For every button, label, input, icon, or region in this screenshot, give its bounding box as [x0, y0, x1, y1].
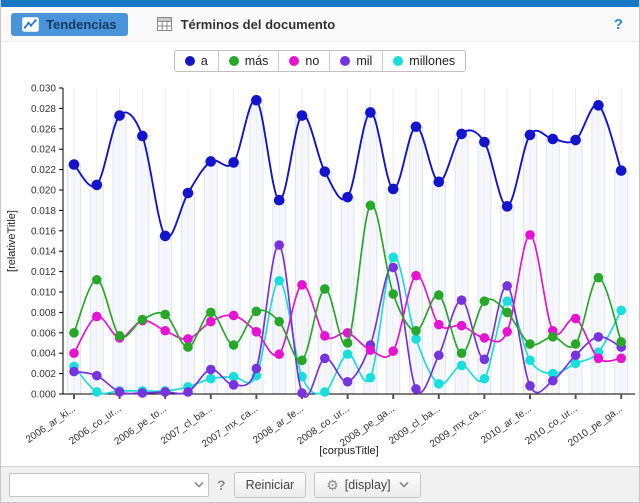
svg-text:0.022: 0.022: [31, 165, 56, 176]
display-options-button[interactable]: ⚙ [display]: [314, 471, 421, 498]
legend-dot-millones: [393, 56, 404, 66]
tab-terminos-documento[interactable]: Términos del documento: [146, 13, 347, 36]
toolbar-help-icon[interactable]: ?: [217, 476, 226, 493]
chart-legend: a más no mil millones: [173, 50, 467, 72]
combobox-chevron-down-icon[interactable]: [194, 481, 204, 488]
svg-text:0.024: 0.024: [31, 145, 56, 156]
trends-line-chart[interactable]: 0.000 0.002 0.004 0.006 0.008 0.010 0.012 0.014…: [1, 72, 640, 466]
svg-text:0.002: 0.002: [31, 369, 56, 380]
svg-text:0.008: 0.008: [31, 308, 56, 319]
line-chart-icon: [22, 16, 39, 32]
svg-text:0.014: 0.014: [31, 247, 56, 258]
display-chevron-down-icon: [399, 481, 409, 488]
legend-label-mas: más: [244, 54, 269, 68]
svg-text:0.026: 0.026: [31, 124, 56, 135]
legend-item-no[interactable]: no: [278, 51, 329, 71]
svg-text:0.004: 0.004: [31, 349, 56, 360]
chart-legend-row: a más no mil millones: [1, 50, 639, 72]
svg-text:0.020: 0.020: [31, 186, 56, 197]
legend-item-mas[interactable]: más: [217, 51, 279, 71]
legend-label-millones: millones: [409, 54, 456, 68]
svg-text:0.006: 0.006: [31, 328, 56, 339]
legend-label-a: a: [200, 54, 208, 68]
panel-accent-bar: [1, 0, 639, 7]
tab-tendencias-label: Tendencias: [46, 16, 117, 32]
gear-icon: ⚙: [326, 476, 339, 493]
legend-dot-mil: [340, 56, 351, 66]
bottom-toolbar: ? Reiniciar ⚙ [display]: [1, 466, 639, 502]
tab-terminos-label: Términos del documento: [180, 16, 336, 32]
svg-text:0.018: 0.018: [31, 206, 56, 217]
term-search-combobox: [9, 472, 209, 497]
svg-text:[corpusTitle]: [corpusTitle]: [319, 445, 379, 457]
chart-area: 0.000 0.002 0.004 0.006 0.008 0.010 0.012 0.014…: [1, 72, 639, 471]
legend-dot-mas: [228, 56, 239, 66]
svg-text:0.030: 0.030: [31, 84, 56, 95]
svg-text:[relativeTitle]: [relativeTitle]: [6, 210, 18, 272]
term-search-input[interactable]: [9, 472, 209, 497]
legend-label-mil: mil: [356, 54, 373, 68]
reset-button[interactable]: Reiniciar: [233, 471, 307, 498]
tab-tendencias[interactable]: Tendencias: [11, 12, 128, 36]
legend-dot-no: [289, 56, 300, 66]
table-icon: [156, 16, 174, 32]
svg-text:0.028: 0.028: [31, 104, 56, 115]
svg-text:0.000: 0.000: [31, 390, 56, 401]
legend-label-no: no: [305, 54, 320, 68]
legend-item-millones[interactable]: millones: [382, 51, 465, 71]
panel-help-icon[interactable]: ?: [613, 15, 623, 33]
legend-item-a[interactable]: a: [175, 51, 218, 71]
legend-item-mil[interactable]: mil: [329, 51, 382, 71]
display-button-label: [display]: [344, 477, 391, 492]
legend-dot-a: [184, 56, 195, 66]
reset-button-label: Reiniciar: [245, 477, 295, 492]
svg-text:0.016: 0.016: [31, 226, 56, 237]
svg-text:0.012: 0.012: [31, 267, 56, 278]
panel-tabbar: Tendencias Términos del documento ?: [1, 7, 639, 42]
svg-text:0.010: 0.010: [31, 288, 56, 299]
